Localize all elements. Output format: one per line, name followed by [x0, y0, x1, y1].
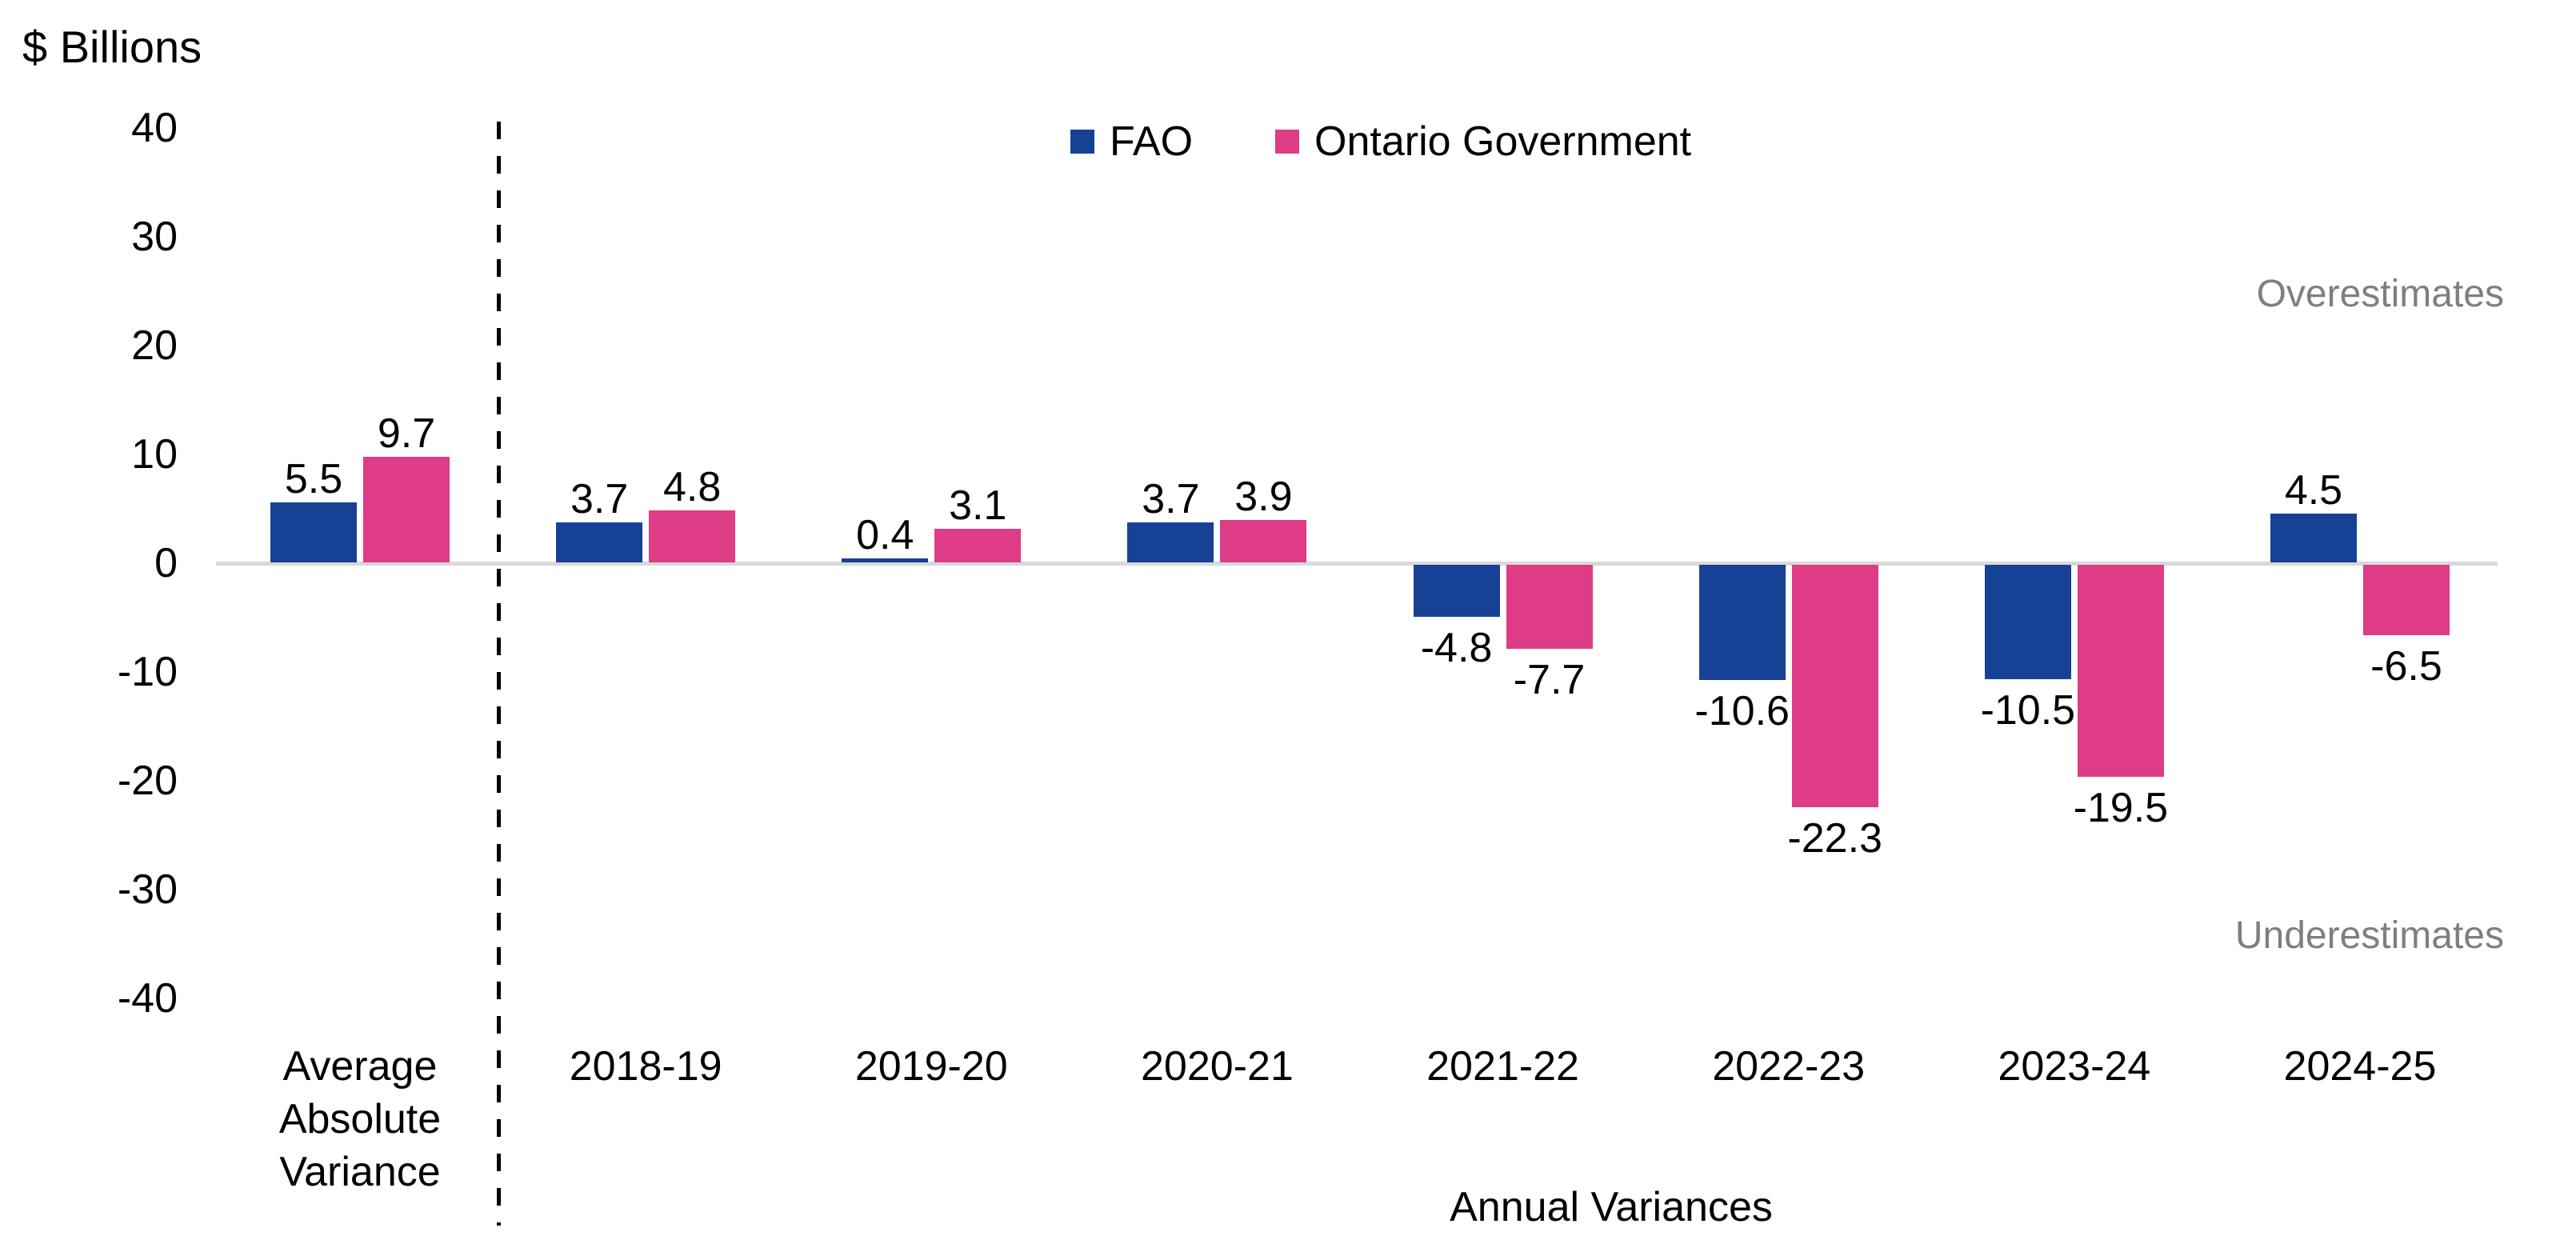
bar-ontario-government-2019-20: [934, 528, 1022, 562]
bar-value-label-fao-2018-19: 3.7: [570, 475, 629, 522]
bar-value-label-ontario-government-2020-21: 3.9: [1234, 473, 1293, 520]
y-tick-label-30: 30: [131, 214, 178, 260]
bar-value-label-fao-average-absolute-variance: 5.5: [284, 456, 343, 503]
bar-value-label-fao-2019-20: 0.4: [856, 511, 914, 558]
bar-fao-average-absolute-variance: [270, 502, 357, 562]
bar-fao-2018-19: [556, 522, 643, 562]
y-tick-label-0: 0: [154, 540, 178, 586]
category-label-2024-25: 2024-25: [2283, 1043, 2437, 1090]
bar-value-label-ontario-government-2022-23: -22.3: [1787, 815, 1882, 862]
legend-swatch-ontario-government: [1275, 130, 1300, 154]
dashed-separator-line: [497, 122, 501, 1226]
legend: FAO Ontario Government: [1070, 117, 1691, 166]
category-label-2023-24: 2023-24: [1998, 1043, 2151, 1090]
category-label-2019-20: 2019-20: [854, 1043, 1008, 1090]
bar-value-label-ontario-government-2019-20: 3.1: [949, 482, 1007, 529]
y-axis-units-label: $ Billions: [22, 22, 202, 72]
bar-value-label-fao-2021-22: -4.8: [1420, 625, 1493, 672]
bar-value-label-ontario-government-2021-22: -7.7: [1513, 656, 1586, 703]
y-tick-label-20: -20: [117, 758, 178, 804]
bar-value-label-ontario-government-2023-24: -19.5: [2073, 785, 2169, 832]
legend-label-fao: FAO: [1110, 118, 1194, 165]
legend-swatch-fao: [1070, 130, 1094, 154]
bar-ontario-government-2022-23: [1791, 565, 1878, 808]
bar-value-label-ontario-government-average-absolute-variance: 9.7: [377, 410, 436, 458]
bar-value-label-ontario-government-2018-19: 4.8: [662, 463, 722, 510]
bar-value-label-fao-2024-25: 4.5: [2284, 466, 2343, 514]
legend-item-ontario-government: Ontario Government: [1275, 117, 1691, 166]
bar-fao-2024-25: [2270, 513, 2357, 562]
zero-axis-line: [216, 562, 2498, 566]
bar-ontario-government-2018-19: [649, 510, 736, 562]
bar-value-label-ontario-government-2024-25: -6.5: [2370, 643, 2442, 690]
bar-fao-2022-23: [1698, 565, 1786, 681]
category-label-2018-19: 2018-19: [569, 1043, 722, 1090]
bar-fao-2019-20: [842, 558, 929, 562]
y-tick-label-40: 40: [131, 105, 178, 151]
category-label-2021-22: 2021-22: [1426, 1043, 1579, 1090]
bar-ontario-government-2020-21: [1220, 519, 1307, 562]
y-tick-label-20: 20: [131, 322, 178, 369]
underestimates-annotation: Underestimates: [2234, 914, 2504, 957]
category-label-2022-23: 2022-23: [1712, 1043, 1866, 1090]
overestimates-annotation: Overestimates: [2256, 273, 2504, 315]
y-tick-label-30: -30: [117, 866, 178, 913]
bar-ontario-government-2021-22: [1506, 565, 1593, 649]
legend-label-ontario-government: Ontario Government: [1314, 118, 1692, 165]
bar-value-label-fao-2022-23: -10.6: [1694, 688, 1790, 735]
bar-fao-2021-22: [1413, 565, 1500, 618]
category-label-2020-21: 2020-21: [1140, 1043, 1294, 1090]
legend-item-fao: FAO: [1070, 117, 1193, 166]
bar-ontario-government-2023-24: [2077, 565, 2164, 778]
bar-fao-2023-24: [1984, 565, 2071, 679]
bar-value-label-fao-2020-21: 3.7: [1142, 475, 1200, 522]
bar-ontario-government-average-absolute-variance: [363, 457, 450, 562]
category-label-average-absolute-variance: Average Absolute Variance: [278, 1043, 442, 1195]
y-tick-label-10: 10: [131, 431, 178, 478]
y-tick-label-40: -40: [117, 975, 178, 1022]
bar-value-label-fao-2023-24: -10.5: [1980, 686, 2076, 734]
bar-fao-2020-21: [1127, 522, 1214, 562]
x-axis-title: Annual Variances: [1450, 1184, 1773, 1230]
bar-ontario-government-2024-25: [2362, 565, 2450, 636]
y-tick-label-10: -10: [117, 649, 178, 695]
